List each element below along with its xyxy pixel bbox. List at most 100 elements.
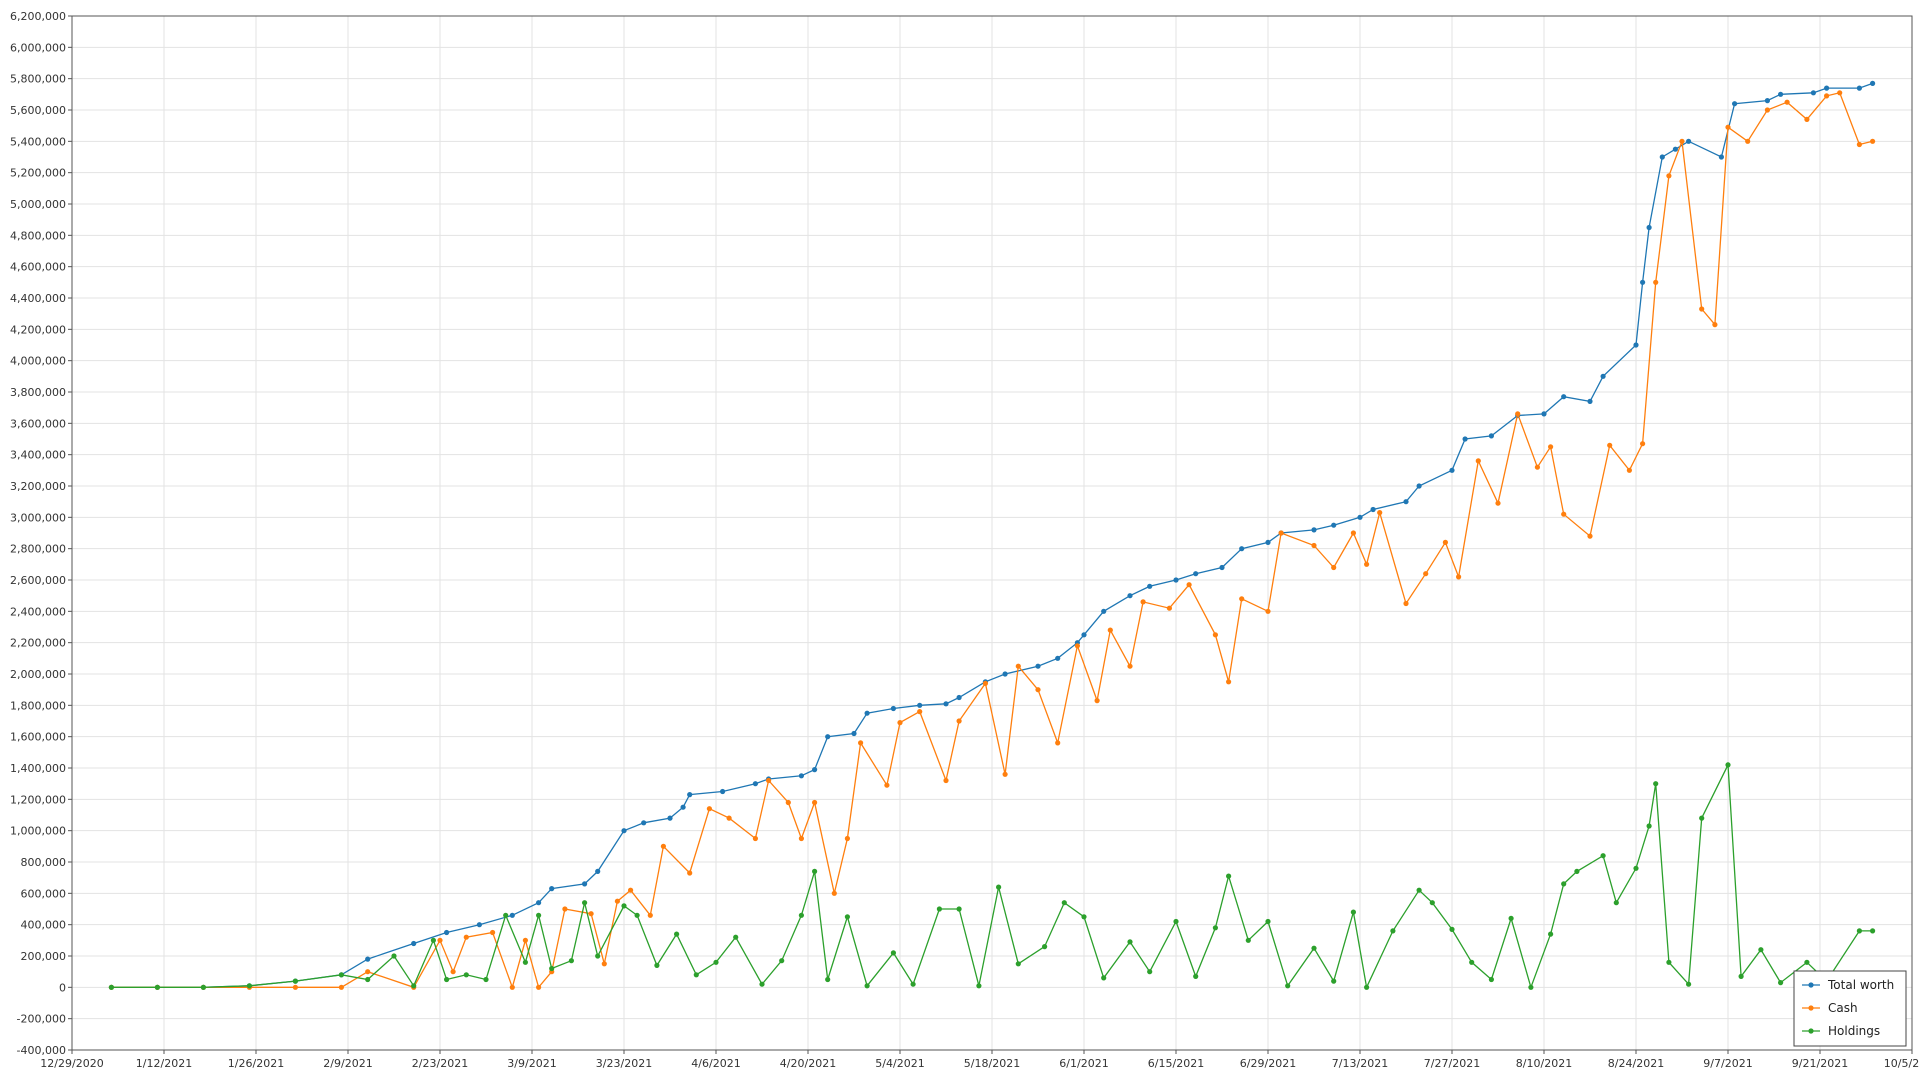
data-point — [647, 912, 653, 918]
data-point — [1403, 600, 1409, 607]
data-point — [936, 906, 943, 912]
data-point — [897, 720, 903, 726]
data-point — [706, 806, 713, 812]
data-point — [1462, 436, 1468, 442]
data-point — [733, 934, 739, 940]
data-point — [1784, 99, 1790, 105]
data-point — [1810, 90, 1816, 96]
data-point — [614, 898, 621, 904]
data-point — [1515, 411, 1521, 417]
data-point — [825, 976, 831, 983]
x-tick-label: 4/20/2021 — [780, 1057, 836, 1070]
data-point — [1640, 441, 1646, 447]
data-point — [503, 912, 509, 918]
data-point — [1331, 978, 1337, 984]
y-tick-label: 4,200,000 — [10, 323, 66, 336]
data-point — [687, 792, 693, 798]
x-tick-label: 2/23/2021 — [412, 1057, 468, 1070]
legend-label: Total worth — [1827, 978, 1894, 992]
data-point — [917, 702, 923, 708]
data-point — [1587, 533, 1593, 539]
data-point — [1856, 85, 1862, 91]
data-point — [1699, 815, 1705, 821]
data-point — [759, 981, 765, 987]
data-point — [812, 767, 818, 773]
legend-label: Cash — [1828, 1001, 1858, 1015]
data-point — [549, 886, 555, 892]
data-point — [1725, 762, 1731, 768]
data-point — [693, 972, 699, 978]
data-point — [890, 950, 897, 956]
data-point — [1626, 467, 1632, 473]
data-point — [1541, 411, 1547, 417]
data-point — [1534, 464, 1540, 470]
legend-item: Holdings — [1802, 1024, 1880, 1038]
legend-swatch-marker — [1808, 1005, 1814, 1011]
y-tick-label: 800,000 — [21, 856, 67, 869]
y-tick-label: 200,000 — [21, 950, 67, 963]
data-point — [1265, 539, 1271, 546]
data-point — [365, 976, 371, 983]
data-point — [1475, 458, 1481, 464]
data-point — [1173, 918, 1179, 925]
data-point — [1101, 608, 1107, 614]
data-point — [1488, 976, 1494, 983]
data-point — [1193, 973, 1199, 980]
data-point — [1370, 506, 1376, 513]
data-point — [674, 931, 680, 937]
data-point — [1055, 740, 1061, 746]
data-point — [1666, 959, 1672, 965]
data-point — [1633, 342, 1639, 348]
data-point — [595, 868, 601, 875]
data-point — [1265, 918, 1271, 925]
data-point — [200, 984, 206, 990]
y-tick-label: 5,200,000 — [10, 167, 66, 180]
data-point — [1672, 146, 1678, 152]
data-point — [509, 912, 515, 918]
data-point — [476, 922, 482, 928]
data-point — [687, 870, 693, 876]
data-point — [752, 781, 759, 787]
data-point — [726, 815, 732, 821]
data-point — [1442, 539, 1448, 546]
data-point — [1870, 80, 1876, 86]
y-tick-label: 5,400,000 — [10, 135, 66, 148]
data-point — [1245, 937, 1251, 943]
data-point — [1127, 663, 1133, 669]
data-point — [463, 934, 469, 940]
data-point — [910, 981, 916, 987]
x-tick-label: 4/6/2021 — [691, 1057, 740, 1070]
data-point — [1587, 398, 1593, 404]
y-tick-label: 0 — [59, 981, 66, 994]
data-point — [1265, 608, 1271, 614]
data-point — [996, 884, 1002, 890]
data-point — [641, 820, 647, 826]
data-point — [812, 799, 818, 806]
data-point — [621, 903, 627, 909]
data-point — [1870, 928, 1876, 934]
x-tick-label: 9/7/2021 — [1703, 1057, 1752, 1070]
data-point — [1403, 499, 1409, 505]
data-point — [1416, 483, 1422, 489]
series-layer — [108, 80, 1876, 990]
data-point — [536, 984, 542, 990]
data-point — [1107, 627, 1113, 633]
data-point — [391, 953, 397, 959]
y-tick-label: 2,800,000 — [10, 543, 66, 556]
data-point — [1226, 873, 1232, 879]
data-point — [956, 718, 962, 724]
data-point — [1002, 671, 1008, 677]
data-point — [338, 972, 344, 978]
data-point — [1055, 655, 1061, 661]
data-point — [411, 940, 417, 947]
data-point — [858, 740, 864, 746]
data-point — [943, 701, 949, 707]
y-tick-label: 3,200,000 — [10, 480, 66, 493]
data-point — [1081, 914, 1087, 920]
data-point — [463, 972, 469, 978]
data-point — [292, 978, 298, 984]
data-point — [1377, 509, 1383, 516]
data-point — [1758, 947, 1764, 953]
y-tick-label: 6,200,000 — [10, 10, 66, 23]
data-point — [864, 710, 870, 716]
